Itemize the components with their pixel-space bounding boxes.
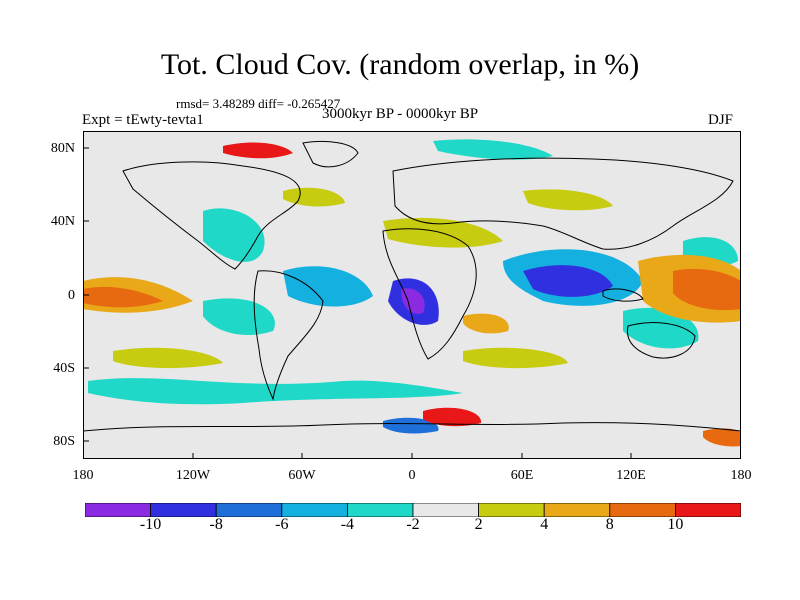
y-tick-40s: 40S [53,361,75,376]
y-tick-0: 0 [68,288,75,303]
colorbar-label-1: -8 [209,516,223,533]
coastlines [83,140,741,432]
colorbar-box-4 [346,503,414,517]
colorbar-label-2: -6 [275,516,289,533]
colorbar-label-6: 4 [540,516,549,533]
x-tick-180e: 180 [730,468,752,483]
y-tick-80n: 80N [50,141,75,156]
y-tick-40n: 40N [50,214,75,229]
colorbar [85,503,741,517]
colorbar-label-7: 8 [605,516,614,533]
stats-line: rmsd= 3.48289 diff= -0.265427 [176,96,341,111]
colorbar-label-4: -2 [406,516,420,533]
colorbar-box-2 [215,503,283,517]
x-tick-120e: 120E [616,468,646,483]
colorbar-box-6 [478,503,545,517]
x-tick-60w: 60W [288,468,316,483]
x-tick-180w: 180 [72,468,94,483]
colorbar-box-1 [150,503,217,517]
colorbar-box-7 [543,503,611,517]
colorbar-box-8 [609,503,676,517]
colorbar-label-0: -10 [139,516,162,533]
colorbar-label-3: -4 [340,516,355,533]
experiment-label: Expt = tEwty-tevta1 [82,112,204,128]
colorbar-label-8: 10 [667,516,684,533]
colorbar-box-9 [675,503,741,517]
x-tick-120w: 120W [175,468,211,483]
colorbar-box-3 [281,503,348,517]
map-title: Tot. Cloud Cov. (random overlap, in %) [160,48,640,81]
colorbar-box-5 [412,503,479,517]
y-tick-80s: 80S [53,434,75,449]
x-tick-60e: 60E [510,468,534,483]
colorbar-box-0 [85,503,151,517]
cloud-cover-map [83,131,741,459]
period-label: 3000kyr BP - 0000kyr BP [322,106,479,122]
season-label: DJF [708,112,734,128]
x-tick-0: 0 [408,468,416,483]
tick-marks [83,147,632,459]
colorbar-label-5: 2 [474,516,483,533]
